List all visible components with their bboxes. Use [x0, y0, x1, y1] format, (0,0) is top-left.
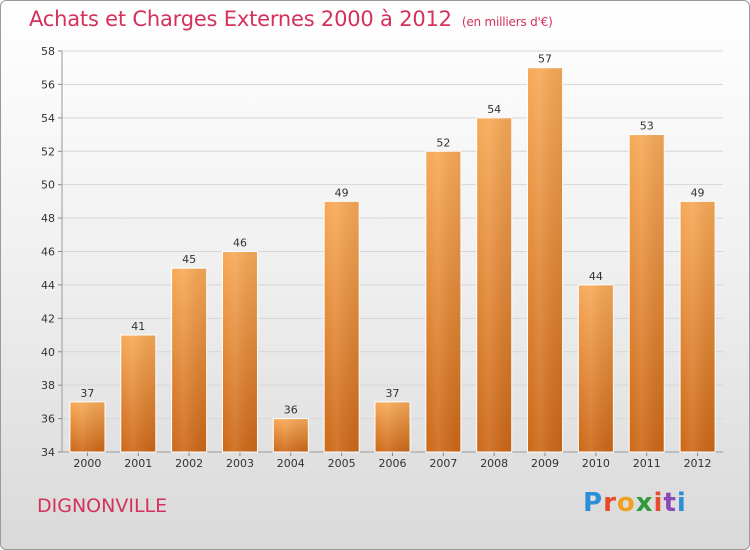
y-tick-label: 42 — [41, 312, 55, 325]
axis-layer: 34 36 38 40 42 44 46 48 50 52 54 56 58 2000 2001 2002 20… — [41, 45, 723, 470]
chart-title: Achats et Charges Externes 2000 à 2012 (e… — [29, 7, 553, 31]
bar-shine — [273, 418, 309, 452]
x-tick-label: 2004 — [277, 457, 305, 470]
bar-shine — [69, 401, 105, 452]
city-name: DIGNONVILLE — [37, 495, 168, 517]
bar-value-label: 37 — [80, 387, 94, 400]
x-tick-label: 2007 — [429, 457, 457, 470]
label-layer: 37 41 45 46 36 49 37 52 54 57 44 53 49 — [80, 53, 704, 417]
bar-value-label: 49 — [691, 186, 705, 199]
x-tick-label: 2009 — [531, 457, 559, 470]
bar-shine — [578, 284, 614, 452]
y-tick-label: 50 — [41, 179, 55, 192]
bar-value-label: 53 — [640, 120, 654, 133]
bar-value-label: 45 — [182, 253, 196, 266]
bar-shine — [680, 201, 716, 452]
bar-value-label: 37 — [386, 387, 400, 400]
bar-shine — [629, 134, 665, 452]
bar-shine — [120, 335, 156, 452]
bar-value-label: 41 — [131, 320, 145, 333]
y-tick-label: 44 — [41, 279, 55, 292]
bar-shine — [375, 401, 410, 452]
y-tick-label: 36 — [41, 413, 55, 426]
y-tick-label: 48 — [41, 212, 55, 225]
bar-shine — [425, 151, 461, 452]
bar-chart: 34 36 38 40 42 44 46 48 50 52 54 56 58 2000 2001 2002 20… — [41, 45, 723, 470]
bar-value-label: 44 — [589, 270, 603, 283]
chart-title-text: Achats et Charges Externes 2000 à 2012 — [29, 7, 452, 31]
x-tick-label: 2001 — [124, 457, 152, 470]
bar-layer — [69, 67, 716, 453]
y-tick-label: 58 — [41, 45, 55, 58]
bar-shine — [476, 117, 512, 452]
bar-shine — [171, 268, 207, 452]
x-tick-label: 2012 — [684, 457, 712, 470]
y-tick-label: 52 — [41, 145, 55, 158]
y-tick-label: 56 — [41, 78, 55, 91]
chart-unit: (en milliers d'€) — [461, 15, 553, 29]
bar-shine — [324, 201, 360, 452]
x-tick-label: 2011 — [633, 457, 661, 470]
bar-value-label: 49 — [335, 186, 349, 199]
bar-shine — [222, 251, 258, 452]
x-tick-label: 2010 — [582, 457, 610, 470]
bar-value-label: 52 — [436, 136, 450, 149]
y-tick-label: 54 — [41, 112, 55, 125]
x-tick-label: 2006 — [379, 457, 407, 470]
x-tick-label: 2000 — [73, 457, 101, 470]
bar-value-label: 46 — [233, 237, 247, 250]
x-tick-label: 2008 — [480, 457, 508, 470]
bar-value-label: 36 — [284, 404, 298, 417]
bar-value-label: 57 — [538, 53, 552, 66]
y-tick-label: 34 — [41, 446, 55, 459]
x-tick-label: 2003 — [226, 457, 254, 470]
proxiti-logo: Proxiti — [583, 488, 687, 518]
y-tick-label: 40 — [41, 346, 55, 359]
y-tick-label: 38 — [41, 379, 55, 392]
bar-shine — [527, 67, 563, 452]
x-tick-label: 2005 — [328, 457, 356, 470]
bar-value-label: 54 — [487, 103, 501, 116]
y-tick-label: 46 — [41, 246, 55, 259]
x-tick-label: 2002 — [175, 457, 203, 470]
